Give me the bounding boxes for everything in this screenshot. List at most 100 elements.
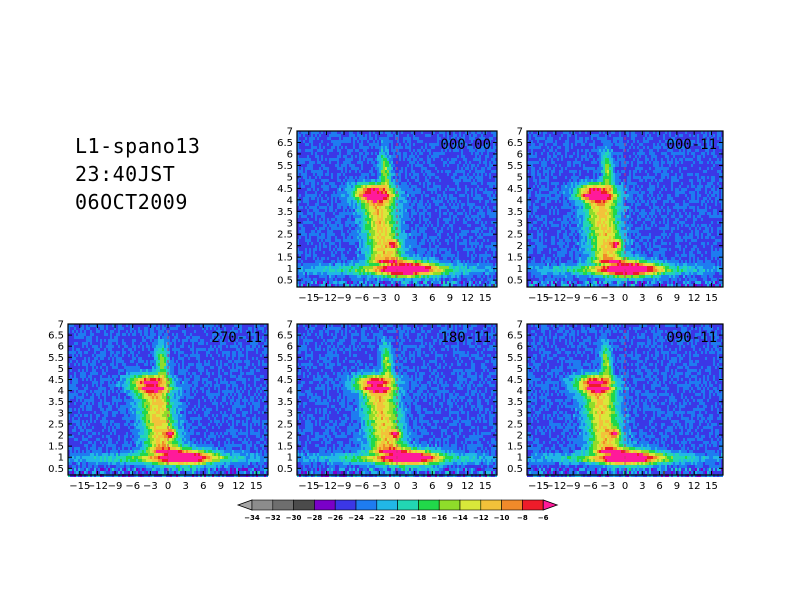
heatmap-cell [471, 263, 473, 266]
heatmap-cell [369, 221, 371, 224]
heatmap-cell [405, 137, 407, 140]
heatmap-cell [443, 260, 445, 263]
heatmap-cell [385, 206, 387, 209]
heatmap-cell [389, 140, 391, 143]
heatmap-cell [453, 224, 455, 227]
heatmap-cell [467, 173, 469, 176]
heatmap-cell [491, 248, 493, 251]
heatmap-cell [453, 263, 455, 266]
heatmap-cell [493, 173, 495, 176]
heatmap-cell [495, 191, 497, 194]
heatmap-cell [451, 131, 453, 134]
heatmap-cell [425, 260, 427, 263]
heatmap-cell [481, 266, 483, 269]
heatmap-cell [413, 224, 415, 227]
heatmap-cell [363, 191, 365, 194]
heatmap-cell [429, 224, 431, 227]
heatmap-cell [439, 221, 441, 224]
heatmap-cell [307, 257, 309, 260]
heatmap-cell [489, 188, 491, 191]
heatmap-cell [435, 155, 437, 158]
heatmap-cell [435, 164, 437, 167]
heatmap-cell [375, 236, 377, 239]
heatmap-cell [331, 161, 333, 164]
run-info: L1-spano13 23:40JST 06OCT2009 [75, 132, 200, 216]
heatmap-cell [377, 254, 379, 257]
heatmap-cell [307, 206, 309, 209]
heatmap-cell [349, 257, 351, 260]
heatmap-cell [479, 164, 481, 167]
heatmap-cell [403, 191, 405, 194]
heatmap-cell [427, 197, 429, 200]
heatmap-cell [319, 152, 321, 155]
heatmap-cell [467, 182, 469, 185]
heatmap-cell [435, 200, 437, 203]
heatmap-cell [427, 140, 429, 143]
heatmap-cell [353, 215, 355, 218]
heatmap-cell [351, 137, 353, 140]
heatmap-cell [397, 164, 399, 167]
heatmap-cell [417, 185, 419, 188]
heatmap-cell [487, 275, 489, 278]
heatmap-cell [319, 260, 321, 263]
heatmap-cell [451, 269, 453, 272]
heatmap-cell [379, 212, 381, 215]
heatmap-cell [457, 263, 459, 266]
heatmap-cell [471, 248, 473, 251]
heatmap-cell [345, 203, 347, 206]
heatmap-cell [431, 215, 433, 218]
heatmap-cell [461, 173, 463, 176]
heatmap-cell [493, 131, 495, 134]
heatmap-cell [449, 257, 451, 260]
heatmap-cell [445, 146, 447, 149]
heatmap-cell [423, 197, 425, 200]
heatmap-cell [345, 179, 347, 182]
heatmap-cell [357, 176, 359, 179]
heatmap-cell [315, 245, 317, 248]
heatmap-cell [473, 260, 475, 263]
heatmap-cell [397, 179, 399, 182]
heatmap-cell [433, 167, 435, 170]
heatmap-cell [393, 239, 395, 242]
heatmap-cell [309, 215, 311, 218]
heatmap-cell [299, 272, 301, 275]
heatmap-cell [387, 176, 389, 179]
heatmap-cell [359, 131, 361, 134]
heatmap-cell [315, 140, 317, 143]
heatmap-cell [373, 224, 375, 227]
heatmap-cell [311, 161, 313, 164]
heatmap-cell [315, 224, 317, 227]
heatmap-cell [435, 173, 437, 176]
heatmap-cell [445, 221, 447, 224]
heatmap-cell [359, 239, 361, 242]
heatmap-cell [313, 236, 315, 239]
heatmap-cell [477, 191, 479, 194]
heatmap-cell [341, 188, 343, 191]
heatmap-cell [301, 209, 303, 212]
heatmap-cell [353, 239, 355, 242]
heatmap-cell [367, 215, 369, 218]
heatmap-cell [385, 248, 387, 251]
heatmap-cell [455, 269, 457, 272]
heatmap-cell [391, 218, 393, 221]
heatmap-cell [367, 134, 369, 137]
heatmap-cell [425, 269, 427, 272]
heatmap-cell [313, 191, 315, 194]
heatmap-cell [463, 170, 465, 173]
heatmap-cell [453, 242, 455, 245]
heatmap-cell [411, 179, 413, 182]
heatmap-cell [421, 149, 423, 152]
heatmap-cell [485, 233, 487, 236]
heatmap-cell [335, 212, 337, 215]
heatmap-cell [377, 152, 379, 155]
heatmap-cell [487, 149, 489, 152]
heatmap-cell [389, 239, 391, 242]
heatmap-cell [393, 143, 395, 146]
heatmap-cell [439, 239, 441, 242]
heatmap-cell [403, 263, 405, 266]
heatmap-cell [387, 239, 389, 242]
heatmap-cell [383, 224, 385, 227]
heatmap-cell [391, 233, 393, 236]
heatmap-cell [451, 203, 453, 206]
heatmap-cell [469, 176, 471, 179]
